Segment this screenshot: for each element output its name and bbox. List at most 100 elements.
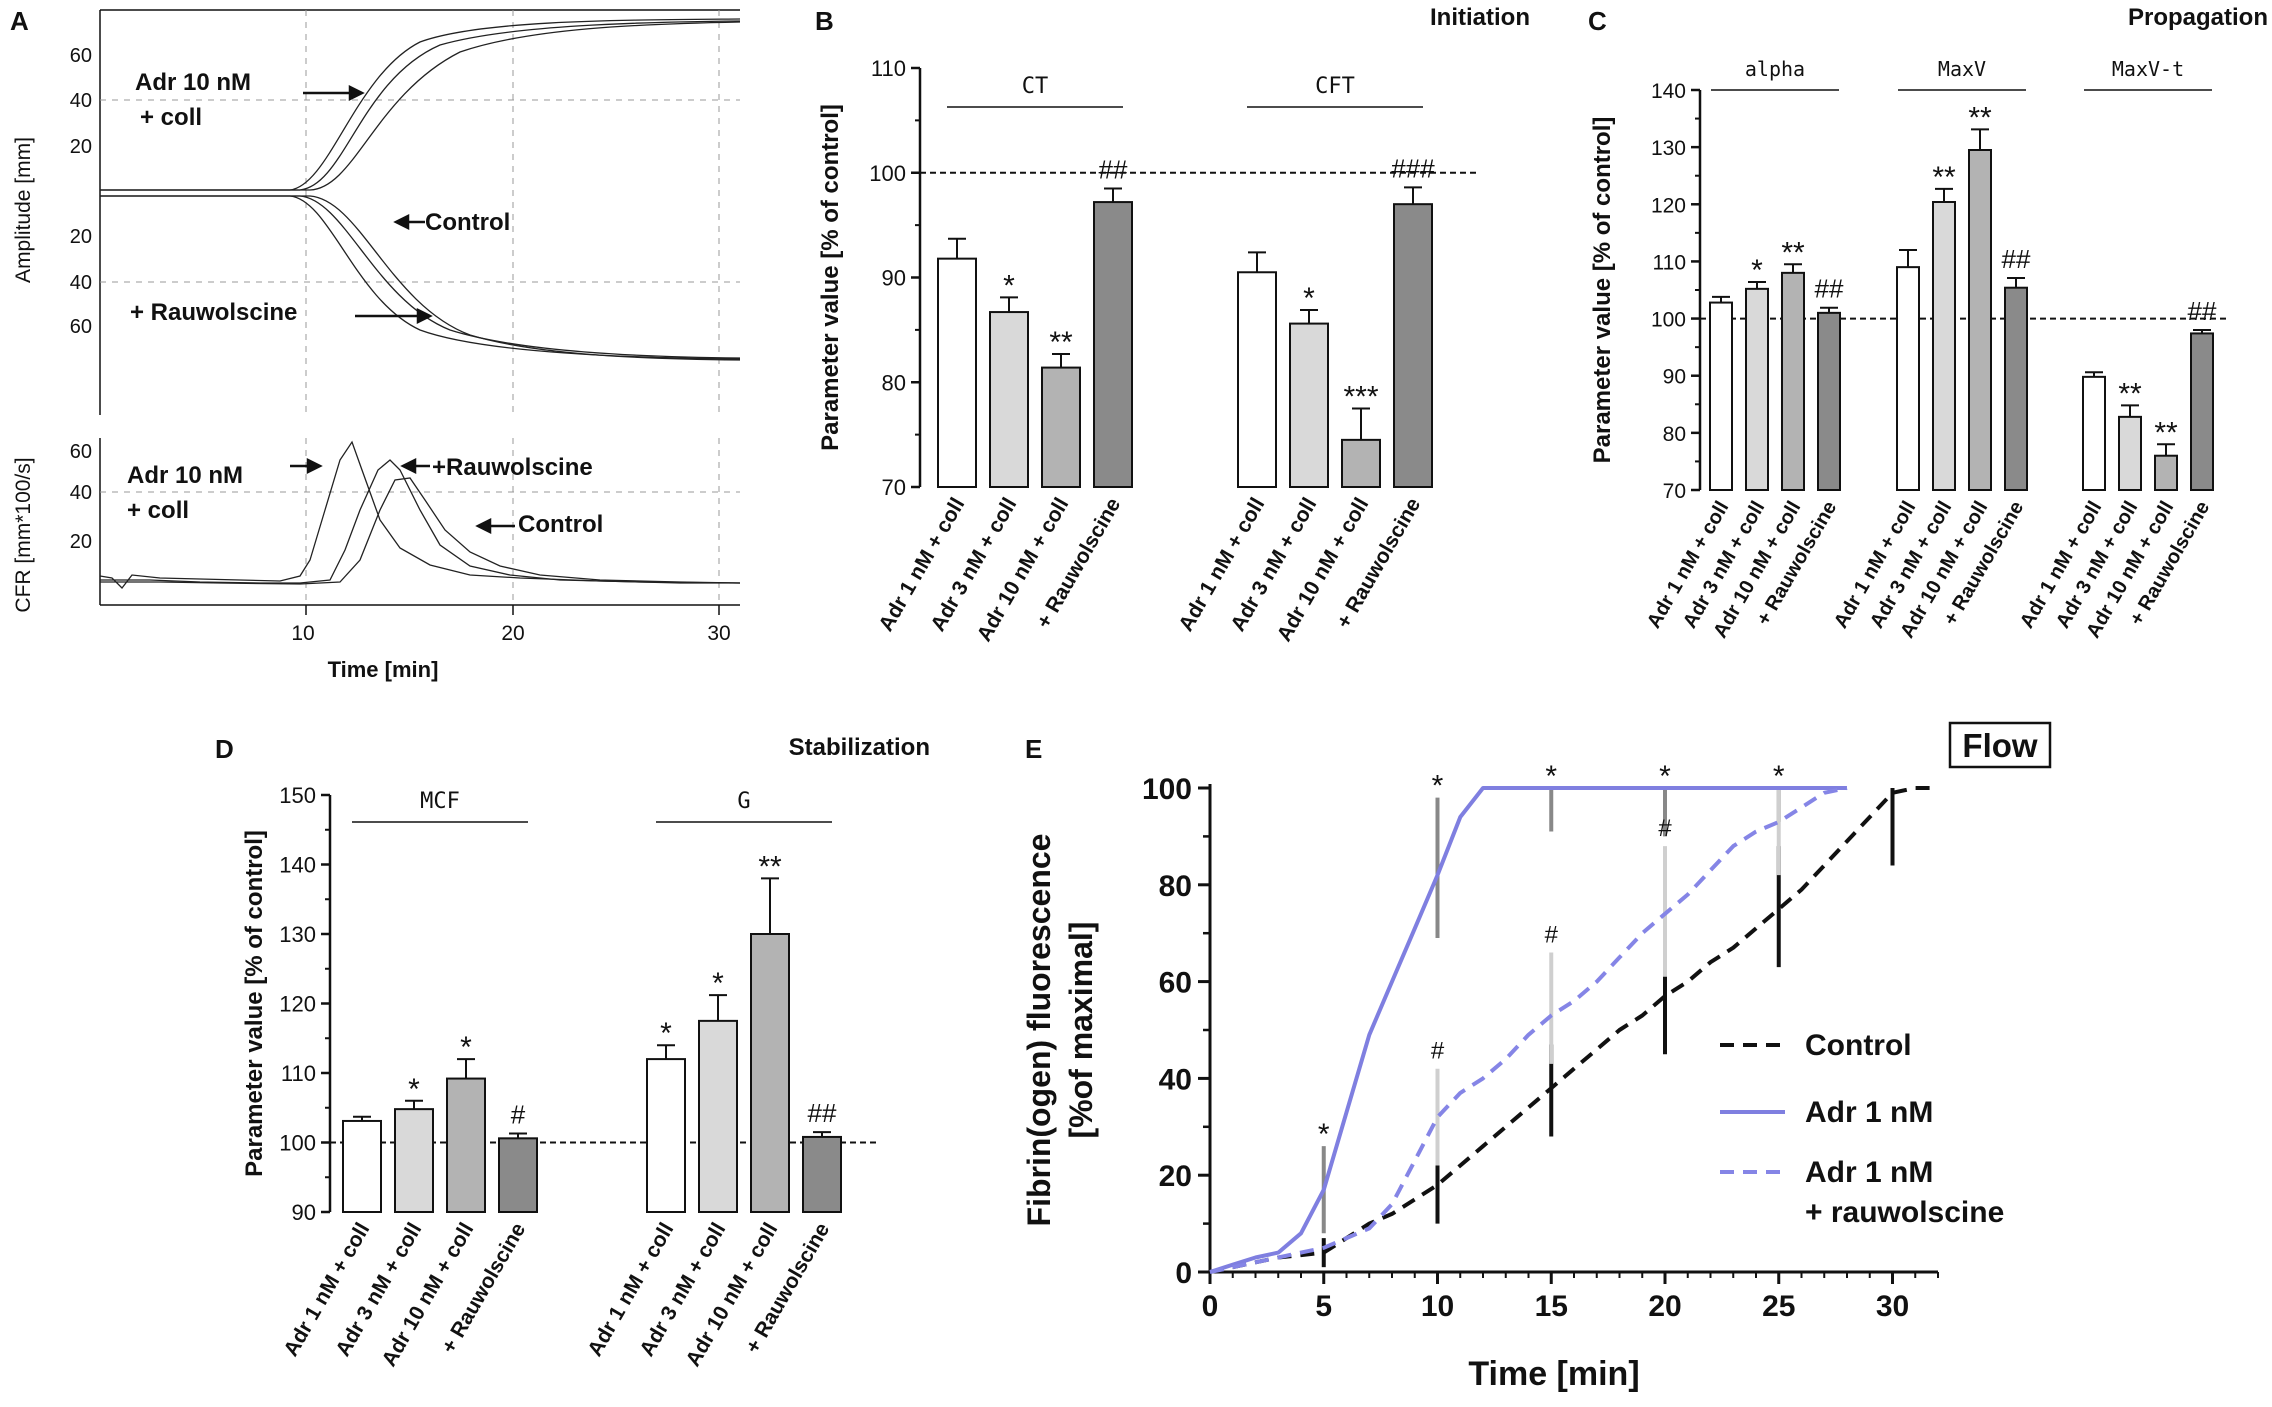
significance-mark: # — [1431, 1038, 1445, 1065]
panel-a-xlabel: Time [min] — [328, 657, 439, 682]
y-tick-label: 40 — [1159, 1063, 1192, 1096]
bar-g-3 — [802, 1135, 842, 1213]
y-axis-label: Parameter value [% of control] — [241, 830, 268, 1177]
significance-mark: ** — [2154, 416, 2178, 449]
annot-control-bottom: Control — [518, 511, 603, 538]
y-tick-label: 100 — [869, 161, 906, 186]
amp-tick-60-bottom: 60 — [70, 316, 92, 338]
group-header-maxv: MaxV — [1938, 57, 1986, 81]
legend-label-0: Control — [1805, 1029, 1912, 1062]
significance-mark: * — [1432, 770, 1444, 803]
legend-label-2: + rauwolscine — [1805, 1196, 2004, 1229]
bar-maxv-2 — [1968, 149, 1992, 491]
annot-coll-top: + coll — [140, 104, 202, 131]
bar-maxv-t-2 — [2154, 454, 2178, 492]
x-tick-label: 10 — [1421, 1290, 1454, 1323]
significance-mark: ** — [1049, 326, 1073, 359]
bar-cft-1 — [1289, 322, 1329, 488]
bar-maxv-t-3 — [2190, 332, 2214, 491]
bar-mcf-3 — [498, 1137, 538, 1213]
panel-title: Initiation — [1430, 4, 1530, 31]
panel-e-flow: 0 20 40 60 80 100 0 5 10 15 20 25 30 Time [min] Fibrin… — [1021, 721, 2052, 1393]
y-tick-label: 130 — [1651, 137, 1686, 160]
group-header-mcf: MCF — [420, 789, 460, 814]
y-tick-label: 120 — [279, 992, 316, 1017]
y-tick-label: 90 — [292, 1200, 316, 1225]
legend-label-2: Adr 1 nM — [1805, 1156, 1933, 1189]
time-tick-20: 20 — [501, 622, 524, 645]
y-tick-label: 100 — [1142, 773, 1192, 806]
x-axis-label: Time [min] — [1468, 1355, 1639, 1393]
flow-title-box — [1948, 721, 2052, 769]
significance-mark: ### — [1391, 153, 1435, 183]
series-line-1 — [1209, 786, 1847, 1274]
bar-alpha-0 — [1709, 301, 1733, 492]
y-axis-label-line2: [%of maximal] — [1063, 922, 1099, 1139]
significance-mark: ## — [2002, 244, 2031, 274]
significance-mark: *** — [1343, 380, 1378, 413]
y-tick-label: 120 — [1651, 194, 1686, 217]
bar-cft-2 — [1341, 438, 1381, 488]
bar-g-2 — [750, 933, 790, 1213]
y-tick-label: 20 — [1159, 1160, 1192, 1193]
y-axis-label: Parameter value [% of control] — [817, 104, 844, 451]
y-tick-label: 60 — [1159, 967, 1192, 1000]
cfr-tick-60: 60 — [70, 441, 92, 463]
significance-mark: ** — [2118, 377, 2142, 410]
series-line-0 — [1209, 786, 1938, 1274]
y-tick-label: 80 — [1663, 423, 1686, 446]
panel-c-propagation: 70 80 90 100 110 120 130 140 Parameter value [% … — [1589, 4, 2268, 642]
y-tick-label: 140 — [1651, 80, 1686, 103]
bar-maxv-3 — [2004, 286, 2028, 492]
y-tick-label: 100 — [1651, 309, 1686, 332]
significance-mark: * — [1659, 760, 1671, 793]
panel-label-d: D — [215, 734, 234, 764]
annot-coll-bottom: + coll — [127, 497, 189, 524]
y-tick-label: 0 — [1175, 1257, 1192, 1290]
panel-title: Stabilization — [789, 734, 930, 761]
amp-tick-40-top: 40 — [70, 90, 92, 112]
y-tick-label: 100 — [279, 1131, 316, 1156]
y-tick-label: 110 — [281, 1061, 316, 1086]
significance-mark: * — [1751, 254, 1763, 287]
time-tick-30: 30 — [707, 622, 730, 645]
annot-rauwolscine-top: + Rauwolscine — [130, 299, 297, 326]
cfr-axis-label: CFR [mm*100/s] — [12, 457, 35, 612]
panel-title: Propagation — [2128, 4, 2268, 31]
bar-g-0 — [646, 1058, 686, 1213]
y-tick-label: 80 — [882, 370, 906, 395]
x-tick-label: 30 — [1876, 1290, 1909, 1323]
amp-tick-60-top: 60 — [70, 45, 92, 67]
bar-alpha-1 — [1745, 287, 1769, 491]
panel-label-e: E — [1025, 734, 1042, 764]
amp-tick-20-top: 20 — [70, 136, 92, 158]
significance-mark: * — [460, 1031, 472, 1064]
significance-mark: ## — [2188, 296, 2217, 326]
bar-maxv-t-0 — [2082, 375, 2106, 492]
bar-maxv-1 — [1932, 201, 1956, 491]
y-tick-label: 90 — [882, 266, 906, 291]
significance-mark: * — [712, 967, 724, 1000]
amp-tick-20-bottom: 20 — [70, 226, 92, 248]
bar-alpha-2 — [1781, 271, 1805, 491]
panel-label-b: B — [815, 6, 834, 36]
significance-mark: * — [408, 1073, 420, 1106]
y-axis-label-line1: Fibrin(ogen) fluorescence — [1021, 834, 1057, 1227]
y-tick-label: 70 — [1663, 480, 1686, 503]
y-tick-label: 110 — [1653, 251, 1686, 274]
bar-mcf-2 — [446, 1077, 486, 1214]
significance-mark: # — [511, 1099, 526, 1129]
annot-adr-10nm-top: Adr 10 nM — [135, 69, 251, 96]
annot-control-top: Control — [425, 209, 510, 236]
bar-ct-0 — [937, 257, 977, 488]
significance-mark: ** — [758, 850, 782, 883]
x-tick-label: 25 — [1762, 1290, 1795, 1323]
x-tick-label: 5 — [1315, 1290, 1332, 1323]
y-axis-label: Parameter value [% of control] — [1589, 117, 1616, 464]
x-tick-label: 15 — [1535, 1290, 1568, 1323]
series-line-2 — [1209, 786, 1848, 1274]
x-tick-label: 0 — [1202, 1290, 1219, 1323]
significance-mark: * — [1545, 760, 1557, 793]
significance-mark: * — [1773, 760, 1785, 793]
cfr-tick-20: 20 — [70, 531, 92, 553]
